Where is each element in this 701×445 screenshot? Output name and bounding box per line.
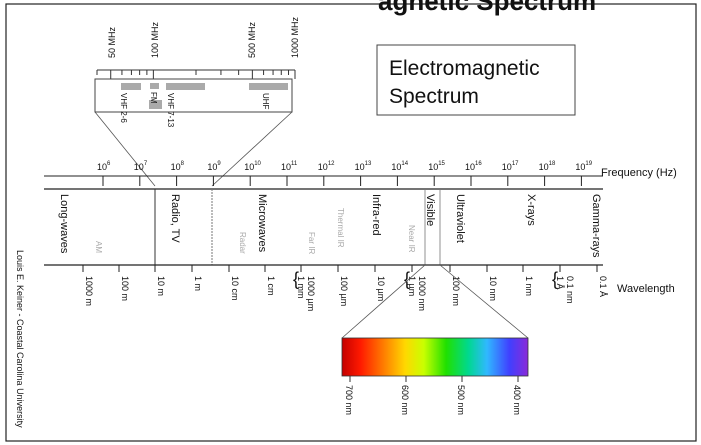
frequency-tick-label: 1014 [391,161,408,172]
title-line-2: Spectrum [389,85,479,108]
title-box [376,44,576,116]
visible-zoom-line-right [439,264,529,339]
credit-text: Louis E. Keiner - Coastal Carolina Unive… [15,250,25,428]
wavelength-axis: 1000 m 100 m 10 m 1 m 10 cm 1 cm {1 mm 1000 µm 1… [44,264,608,311]
band-microwaves: Microwaves [256,194,268,253]
vis-label-400: 400 nm [512,385,522,415]
visible-zoom-line-left [341,264,426,339]
wavelength-tick-label: 1 nm [524,276,534,296]
fm-bar-lower [149,100,162,109]
band-ultraviolet: Ultraviolet [454,194,466,243]
vhf-2-6-bar [121,83,141,90]
wavelength-tick-label: 1 Å [555,276,565,290]
frequency-tick-label: 1016 [465,161,482,172]
band-infra-red: Infra-red [370,194,382,236]
wavelength-tick-label: 1000 µm [306,276,316,311]
inset-label-500mhz: 500 MHz [247,21,257,58]
vis-label-600: 600 nm [400,385,410,415]
frequency-tick-label: 1013 [355,161,372,172]
wavelength-brace: { [404,269,410,289]
wavelength-tick-label: 100 µm [339,276,349,306]
subband-far-ir: Far IR [307,232,316,254]
wavelength-brace: { [293,269,299,289]
band-uhf: UHF [261,93,270,110]
inset-label-100mhz: 100 MHz [150,21,160,58]
wavelength-tick-label: 10 nm [488,276,498,301]
band-vhf-2-6: VHF 2-6 [119,93,128,123]
subband-near-ir: Near IR [407,225,416,253]
band-x-rays: X-rays [525,194,537,226]
frequency-tick-label: 1012 [318,161,335,172]
vis-label-700: 700 nm [344,385,354,415]
frequency-tick-label: 1017 [502,161,519,172]
frequency-tick-label: 1018 [539,161,556,172]
band-radio-tv: Radio, TV [169,194,181,243]
wavelength-tick-label: 10 m [156,276,166,296]
wavelength-tick-label: 100 m [120,276,130,301]
frequency-axis: 106 107 108 109 1010 1011 1012 1013 1014 1015 1016… [44,161,603,186]
wavelength-tick-label: 1 cm [266,276,276,296]
vhf-7-13-bar [166,83,205,90]
wavelength-tick-label: 100 nm [451,276,461,306]
subband-thermal-ir: Thermal IR [336,208,345,248]
frequency-axis-label: Frequency (Hz) [601,167,677,179]
frequency-tick-label: 106 [97,161,111,172]
wavelength-tick-label: 10 µm [376,276,386,301]
wavelength-tick-label: 1000 m [84,276,94,306]
band-visible: Visible [424,194,436,226]
fm-bar [150,83,159,89]
wavelength-tick-label: 10 cm [230,276,240,301]
subband-radar: Radar [238,232,247,254]
wavelength-brace: { [552,269,558,289]
radio-inset: VHF 2-6 FM VHF 7-13 UHF 50 MHz 100 MHz 5… [94,16,300,187]
wavelength-tick-label: 0.1 Å [598,276,608,297]
visible-inset: 700 nm 600 nm 500 nm 400 nm [341,264,529,415]
band-long-waves: Long-waves [58,194,70,254]
frequency-tick-label: 1011 [281,161,298,172]
band-fm: FM [149,92,158,104]
frequency-tick-label: 107 [134,161,148,172]
wavelength-tick-label: 1000 nm [417,276,427,311]
inset-label-50mhz: 50 MHz [107,26,117,58]
frequency-tick-label: 109 [207,161,221,172]
radio-zoom-line-left [94,111,156,187]
frequency-tick-label: 108 [171,161,185,172]
radio-zoom-line-right [211,111,293,187]
partial-title: agnetic Spectrum [378,0,596,16]
figure-frame [5,3,697,442]
band-gamma-rays: Gamma-rays [590,194,602,258]
uhf-bar [249,83,288,90]
band-vhf-7-13: VHF 7-13 [166,93,175,128]
subband-am: AM [94,241,103,253]
radio-inset-ticks [96,70,296,79]
wavelength-tick-label: 1 m [193,276,203,291]
wavelength-tick-label: 1 µm [407,276,417,296]
title-line-1: Electromagnetic [389,57,540,80]
wavelength-tick-label: 0.1 nm [565,276,575,304]
frequency-tick-label: 1015 [428,161,445,172]
radio-inset-box [94,78,293,113]
wavelength-tick-label: 1 mm [296,276,306,299]
inset-label-1000mhz: 1000 MHz [290,16,300,58]
visible-color-bar [341,337,529,377]
vis-label-500: 500 nm [456,385,466,415]
frequency-tick-label: 1010 [244,161,261,172]
frequency-tick-label: 1019 [575,161,592,172]
wavelength-axis-label: Wavelength [617,283,675,295]
